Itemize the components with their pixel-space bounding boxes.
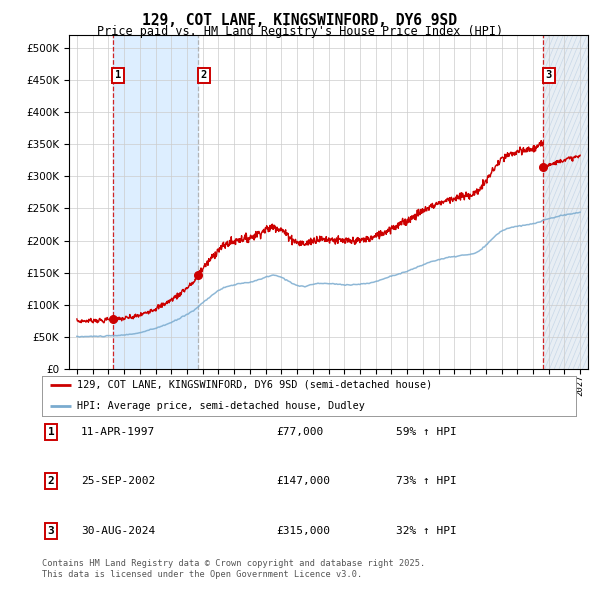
- Text: 3: 3: [545, 70, 552, 80]
- Text: 30-AUG-2024: 30-AUG-2024: [81, 526, 155, 536]
- Text: HPI: Average price, semi-detached house, Dudley: HPI: Average price, semi-detached house,…: [77, 401, 365, 411]
- Text: Price paid vs. HM Land Registry's House Price Index (HPI): Price paid vs. HM Land Registry's House …: [97, 25, 503, 38]
- Text: 129, COT LANE, KINGSWINFORD, DY6 9SD: 129, COT LANE, KINGSWINFORD, DY6 9SD: [143, 13, 458, 28]
- Bar: [113, 35, 199, 369]
- Text: £77,000: £77,000: [276, 427, 323, 437]
- Text: 3: 3: [47, 526, 55, 536]
- Text: 2: 2: [47, 476, 55, 486]
- Text: 32% ↑ HPI: 32% ↑ HPI: [396, 526, 457, 536]
- Text: 25-SEP-2002: 25-SEP-2002: [81, 476, 155, 486]
- Text: 11-APR-1997: 11-APR-1997: [81, 427, 155, 437]
- Text: £315,000: £315,000: [276, 526, 330, 536]
- Text: Contains HM Land Registry data © Crown copyright and database right 2025.
This d: Contains HM Land Registry data © Crown c…: [42, 559, 425, 579]
- Text: £147,000: £147,000: [276, 476, 330, 486]
- Text: 129, COT LANE, KINGSWINFORD, DY6 9SD (semi-detached house): 129, COT LANE, KINGSWINFORD, DY6 9SD (se…: [77, 379, 432, 389]
- Text: 1: 1: [115, 70, 121, 80]
- Text: 59% ↑ HPI: 59% ↑ HPI: [396, 427, 457, 437]
- Bar: [544, 35, 588, 369]
- Text: 2: 2: [201, 70, 207, 80]
- Text: 73% ↑ HPI: 73% ↑ HPI: [396, 476, 457, 486]
- Text: 1: 1: [47, 427, 55, 437]
